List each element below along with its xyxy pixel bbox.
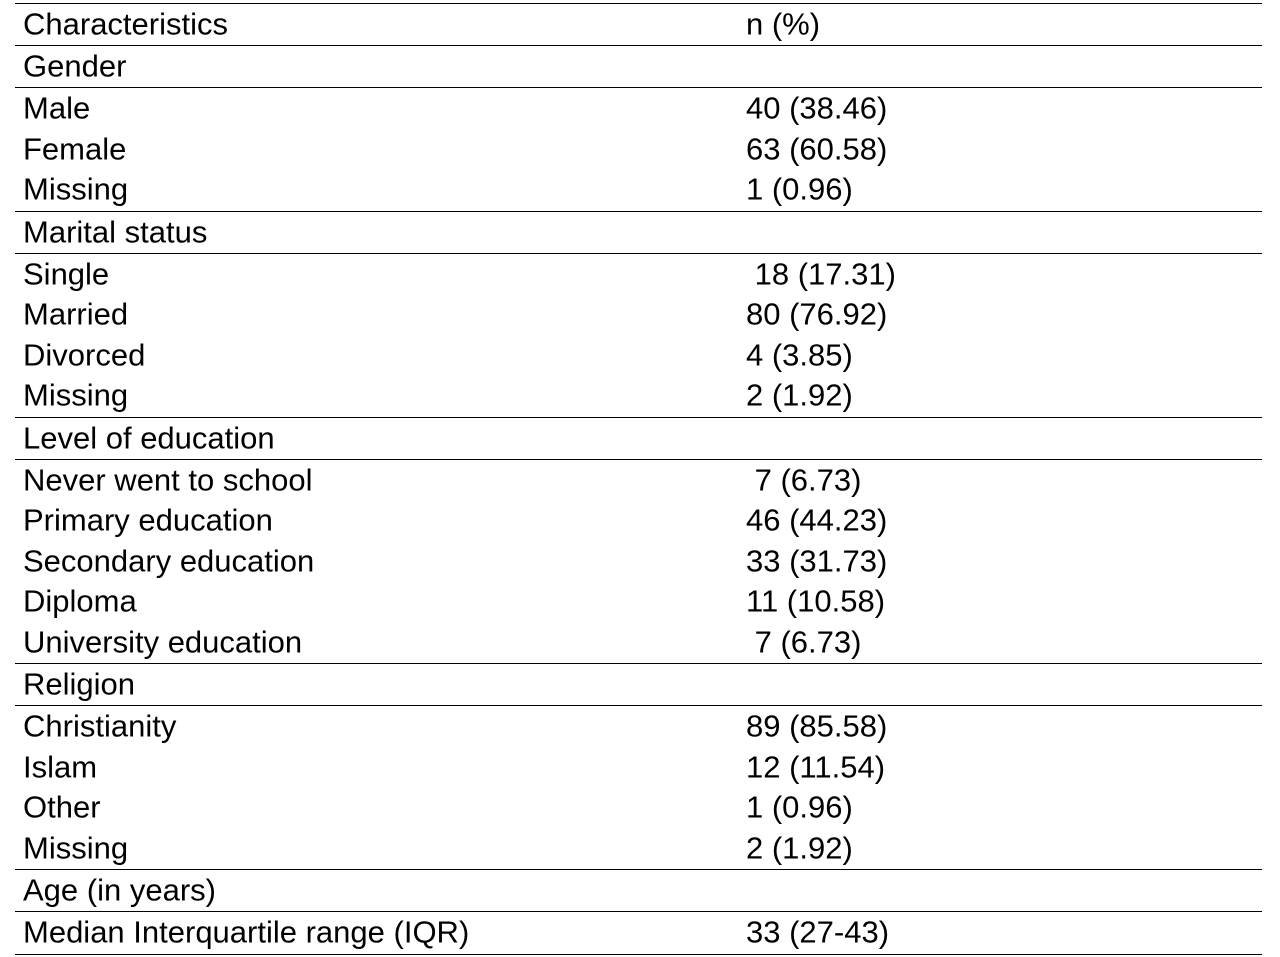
section-title: Marital status	[23, 214, 208, 249]
row-rule	[15, 252, 1262, 254]
header-cell: n (%)	[746, 6, 821, 42]
row-value: 4 (3.85)	[746, 337, 853, 373]
row-value: 1 (0.96)	[746, 789, 853, 825]
row-label: Missing	[23, 377, 129, 413]
row-value: 12 (11.54)	[746, 749, 886, 785]
row-label: Single	[23, 256, 110, 292]
row-label: Median Interquartile range (IQR)	[23, 914, 470, 950]
row-label: Female	[23, 131, 127, 167]
section-title: Religion	[23, 666, 136, 702]
row-label: Missing	[23, 830, 129, 866]
row-label: Divorced	[23, 337, 146, 373]
row-rule	[15, 911, 1262, 912]
row-label: Missing	[23, 171, 129, 207]
row-label: Secondary education	[23, 543, 315, 579]
row-rule	[15, 210, 1262, 212]
row-value: 33 (31.73)	[746, 543, 888, 579]
section-title: Age (in years)	[23, 872, 216, 908]
row-label: Never went to school	[23, 462, 313, 498]
row-value: 63 (60.58)	[746, 131, 888, 167]
row-label: Christianity	[23, 708, 177, 744]
row-rule	[15, 869, 1262, 870]
row-label: Other	[23, 789, 101, 825]
row-label: Male	[23, 90, 91, 126]
row-rule	[15, 705, 1262, 706]
row-rule	[15, 416, 1262, 418]
header-cell: Characteristics	[23, 6, 228, 42]
row-label: Primary education	[23, 502, 273, 538]
row-value: 89 (85.58)	[746, 708, 888, 744]
row-value: 7 (6.73)	[746, 462, 862, 498]
section-title: Level of education	[23, 420, 275, 455]
row-rule	[15, 87, 1262, 88]
row-value: 40 (38.46)	[746, 90, 888, 126]
row-value: 2 (1.92)	[746, 377, 853, 413]
row-rule	[15, 3, 1262, 4]
row-rule	[15, 953, 1262, 955]
row-label: University education	[23, 624, 303, 660]
row-value: 2 (1.92)	[746, 830, 853, 866]
section-title: Gender	[23, 48, 127, 84]
row-value: 46 (44.23)	[746, 502, 888, 538]
row-rule	[15, 45, 1262, 46]
row-rule	[15, 663, 1262, 664]
row-value: 11 (10.58)	[746, 583, 886, 619]
row-label: Married	[23, 296, 129, 332]
row-label: Islam	[23, 749, 98, 785]
row-value: 80 (76.92)	[746, 296, 888, 332]
row-rule	[15, 458, 1262, 460]
row-value: 7 (6.73)	[746, 624, 862, 660]
row-label: Diploma	[23, 583, 137, 619]
row-value: 18 (17.31)	[746, 256, 896, 292]
row-value: 1 (0.96)	[746, 171, 853, 207]
row-value: 33 (27-43)	[746, 914, 890, 950]
